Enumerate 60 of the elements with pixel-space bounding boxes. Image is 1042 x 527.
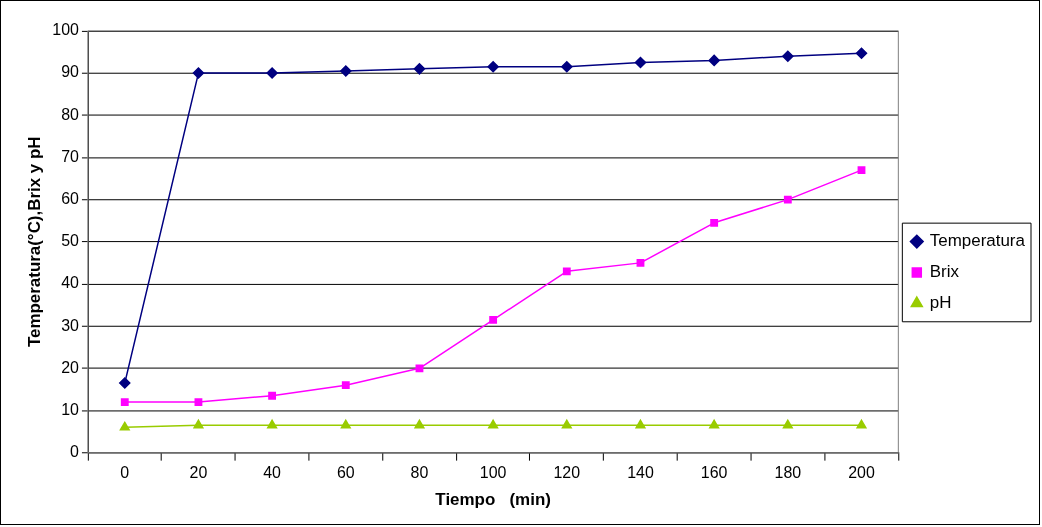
x-tick-label: 200 [848, 463, 875, 481]
y-tick-label: 40 [61, 274, 80, 292]
point [119, 377, 131, 389]
y-tick-label: 60 [61, 190, 80, 207]
point [266, 67, 278, 79]
legend-label: Brix [929, 262, 960, 282]
y-tick-label: 100 [52, 21, 80, 39]
point [120, 398, 129, 406]
point [635, 419, 646, 429]
point [708, 54, 720, 67]
y-tick-label: 30 [61, 316, 80, 334]
y-tick-label: 10 [61, 400, 80, 418]
point [267, 419, 278, 429]
point [562, 267, 571, 276]
y-tick-label: 80 [61, 105, 80, 123]
point [783, 195, 792, 204]
point [561, 61, 573, 73]
point [192, 67, 205, 79]
x-tick-label: 60 [336, 463, 355, 481]
legend-label: Temperatura [929, 231, 1026, 251]
legend-label: pH [929, 293, 952, 313]
point [193, 419, 204, 429]
x-tick-label: 80 [410, 463, 429, 481]
point [857, 166, 866, 174]
point [634, 56, 647, 69]
x-tick-label: 40 [263, 463, 282, 481]
point [782, 50, 794, 62]
point [340, 65, 352, 77]
point [415, 364, 424, 373]
x-tick-label: 20 [189, 463, 208, 481]
point [119, 421, 130, 431]
point [855, 47, 868, 59]
point [487, 61, 499, 73]
y-tick-label: 90 [61, 63, 80, 81]
y-tick-label: 0 [70, 443, 80, 461]
point [340, 419, 351, 429]
point [489, 315, 498, 324]
point [856, 419, 867, 429]
point [782, 419, 793, 429]
point [636, 258, 645, 267]
point [268, 391, 277, 400]
y-tick-label: 70 [61, 147, 80, 165]
x-tick-label: 160 [700, 463, 728, 481]
point [709, 419, 720, 429]
point [413, 63, 426, 75]
point [341, 381, 350, 390]
y-tick-label: 50 [61, 232, 80, 250]
x-tick-label: 180 [774, 463, 802, 481]
y-axis-title: Temperatura(°C),Brix y pH [24, 136, 44, 348]
point [710, 218, 719, 227]
y-tick-label: 20 [61, 358, 80, 376]
point [414, 419, 425, 429]
x-tick-label: 140 [627, 463, 654, 481]
x-tick-label: 120 [553, 463, 581, 481]
x-axis-title: Tiempo (min) [435, 489, 551, 509]
point [488, 419, 499, 429]
x-tick-label: 100 [479, 463, 507, 481]
point [561, 419, 572, 429]
point [194, 398, 203, 406]
x-tick-label: 0 [120, 463, 130, 481]
